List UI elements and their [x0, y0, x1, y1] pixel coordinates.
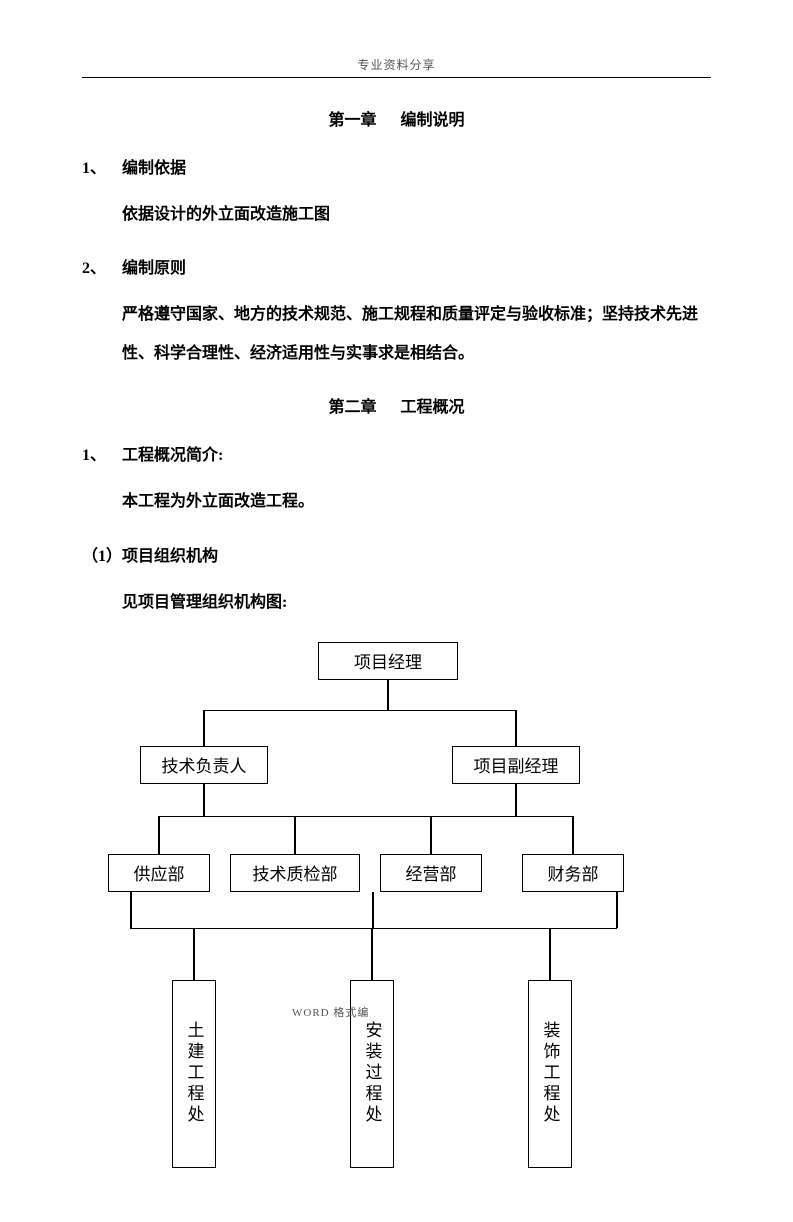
section-4-heading: （1）项目组织机构 [82, 542, 711, 566]
section-2-title: 编制原则 [122, 260, 186, 277]
section-2-num: 2、 [82, 254, 122, 278]
section-2-heading: 2、编制原则 [82, 254, 711, 278]
node-tech-lead: 技术负责人 [140, 746, 268, 784]
section-2-body: 严格遵守国家、地方的技术规范、施工规程和质量评定与验收标准；坚持技术先进性、科学… [122, 296, 711, 373]
node-supply: 供应部 [108, 854, 210, 892]
section-1-num: 1、 [82, 154, 122, 178]
section-4-body: 见项目管理组织机构图: [122, 584, 711, 622]
org-chart: 项目经理 技术负责人 项目副经理 供应部 技术质检部 经营部 财务部 [92, 642, 712, 1182]
section-3-body: 本工程为外立面改造工程。 [122, 483, 711, 521]
section-1-title: 编制依据 [122, 160, 186, 177]
node-finance: 财务部 [522, 854, 624, 892]
connector [294, 816, 296, 854]
chapter-1-label: 第一章 [328, 112, 376, 129]
connector [515, 784, 517, 816]
section-1-heading: 1、编制依据 [82, 154, 711, 178]
connector [130, 892, 132, 928]
connector [430, 816, 432, 854]
connector [203, 710, 205, 746]
connector [158, 816, 573, 818]
chapter-2-title: 第二章 工程概况 [82, 393, 711, 417]
connector [572, 816, 574, 854]
section-3-num: 1、 [82, 441, 122, 465]
node-decor: 装饰工程处 [528, 980, 572, 1168]
node-deputy-manager: 项目副经理 [452, 746, 580, 784]
section-1-body: 依据设计的外立面改造施工图 [122, 196, 711, 234]
node-tech-qc: 技术质检部 [230, 854, 360, 892]
chapter-2-name: 工程概况 [401, 399, 465, 416]
header-rule [82, 77, 711, 78]
connector [158, 816, 160, 854]
page-footer: WORD 格式编 [292, 1004, 369, 1020]
connector [616, 892, 618, 928]
node-project-manager: 项目经理 [318, 642, 458, 680]
chapter-1-title: 第一章 编制说明 [82, 106, 711, 130]
connector [193, 928, 195, 980]
node-civil: 土建工程处 [172, 980, 216, 1168]
section-3-heading: 1、工程概况简介: [82, 441, 711, 465]
connector [387, 680, 389, 710]
node-business: 经营部 [380, 854, 482, 892]
connector [130, 928, 617, 930]
section-4-title: 项目组织机构 [122, 548, 218, 565]
connector [515, 710, 517, 746]
chapter-1-name: 编制说明 [401, 112, 465, 129]
connector [372, 892, 374, 928]
section-3-title: 工程概况简介: [122, 447, 223, 464]
chapter-2-label: 第二章 [328, 399, 376, 416]
connector [549, 928, 551, 980]
page-header: 专业资料分享 [82, 56, 711, 77]
section-4-num: （1） [82, 548, 122, 565]
connector [203, 710, 516, 712]
connector [371, 928, 373, 980]
connector [203, 784, 205, 816]
